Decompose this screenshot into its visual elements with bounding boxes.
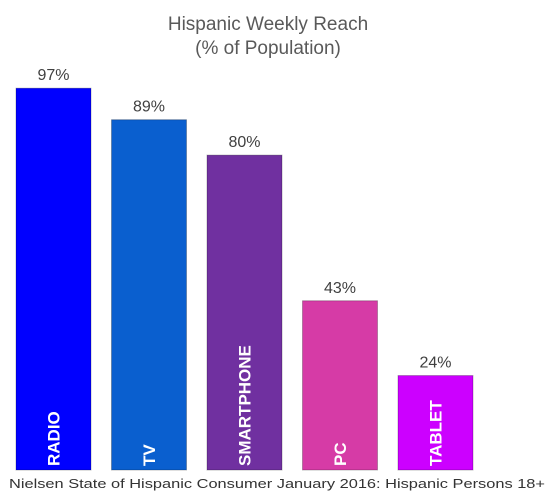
value-label-pc: 43% bbox=[324, 280, 356, 297]
value-label-tablet: 24% bbox=[419, 355, 451, 372]
value-label-tv: 89% bbox=[133, 99, 165, 116]
bar-smartphone bbox=[206, 154, 283, 471]
category-label-smartphone: SMARTPHONE bbox=[236, 345, 255, 466]
category-label-tablet: TABLET bbox=[427, 400, 446, 466]
category-label-tv: TV bbox=[140, 444, 159, 466]
bar-tablet bbox=[397, 375, 474, 471]
value-label-radio: 97% bbox=[37, 67, 69, 84]
value-label-smartphone: 80% bbox=[228, 134, 260, 151]
category-label-radio: RADIO bbox=[45, 411, 64, 466]
chart-title-line-1: Hispanic Weekly Reach bbox=[168, 14, 368, 35]
bars-layer: 97% RADIO 89% TV 80% SMARTPHONE 43% PC 24% TABLET bbox=[15, 67, 474, 471]
chart-title-line-2: (% of Population) bbox=[195, 38, 341, 59]
bar-pc bbox=[302, 300, 378, 471]
bar-radio bbox=[15, 87, 92, 471]
category-label-pc: PC bbox=[331, 442, 350, 466]
source-note: Nielsen State of Hispanic Consumer Janua… bbox=[9, 476, 545, 491]
bar-tv bbox=[111, 119, 187, 471]
